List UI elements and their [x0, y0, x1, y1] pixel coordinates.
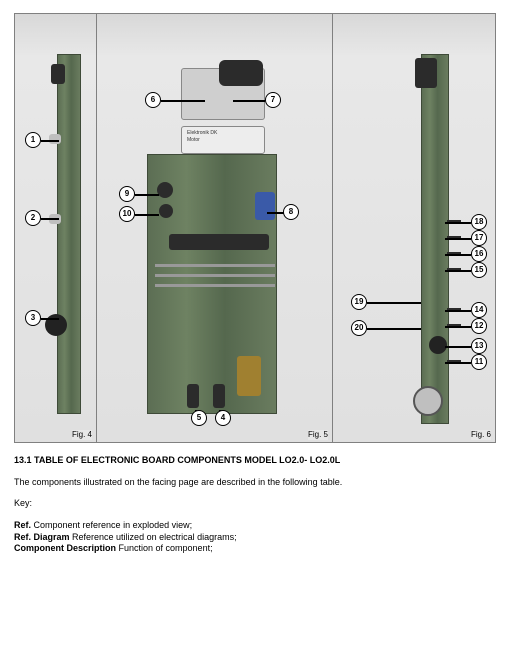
callout-bubble: 20	[351, 320, 367, 336]
def-ref-text: Component reference in exploded view;	[31, 520, 192, 530]
callout-bubble: 19	[351, 294, 367, 310]
callout-bubble: 2	[25, 210, 41, 226]
trace	[155, 264, 275, 267]
terminal	[213, 384, 225, 408]
trace	[155, 274, 275, 277]
callout-bubble: 8	[283, 204, 299, 220]
component-ring	[413, 386, 443, 416]
callout-leader	[445, 346, 471, 348]
figure-6-panel: Fig. 6 18171615 1412 1311 19 20	[333, 14, 495, 442]
callout-leader	[135, 214, 159, 216]
callout-bubble: 6	[145, 92, 161, 108]
callout-bubble: 1	[25, 132, 41, 148]
def-diagram-text: Reference utilized on electrical diagram…	[70, 532, 237, 542]
figure-row: Fig. 4 123 Elektronik DKMotor Fig. 5 679…	[14, 13, 496, 443]
callout-bubble: 18	[471, 214, 487, 230]
component-knob	[429, 336, 447, 354]
figure-5-panel: Elektronik DKMotor Fig. 5 6 7 9 10 8 54	[97, 14, 333, 442]
transformer	[237, 356, 261, 396]
callout-leader	[41, 140, 59, 142]
electrolytic-cap	[157, 182, 173, 198]
figure-label: Fig. 6	[471, 430, 491, 440]
callout-bubble: 15	[471, 262, 487, 278]
callout-leader	[41, 318, 59, 320]
def-diagram-label: Ref. Diagram	[14, 532, 70, 542]
pcb-side-view	[57, 54, 81, 414]
figure-label: Fig. 5	[308, 430, 328, 440]
callout-bubble: 12	[471, 318, 487, 334]
ic-chip	[169, 234, 269, 250]
def-description-text: Function of component;	[116, 543, 213, 553]
callout-leader	[445, 222, 471, 224]
callout-leader	[367, 328, 421, 330]
callout-leader	[445, 310, 471, 312]
figure-4-panel: Fig. 4 1 2 3	[15, 14, 97, 442]
callout-leader	[135, 194, 159, 196]
callout-bubble: 13	[471, 338, 487, 354]
def-ref-label: Ref.	[14, 520, 31, 530]
section-heading: 13.1 TABLE OF ELECTRONIC BOARD COMPONENT…	[14, 455, 496, 467]
callout-leader	[445, 254, 471, 256]
callout-bubble: 4	[215, 410, 231, 426]
relay	[255, 192, 275, 220]
callout-bubble: 5	[191, 410, 207, 426]
component	[415, 58, 437, 88]
electrolytic-cap	[159, 204, 173, 218]
definitions: Ref. Component reference in exploded vie…	[14, 520, 496, 555]
component	[51, 64, 65, 84]
callout-leader	[445, 362, 471, 364]
callout-leader	[445, 270, 471, 272]
callout-bubble: 3	[25, 310, 41, 326]
trace	[155, 284, 275, 287]
callout-leader	[41, 218, 59, 220]
callout-leader	[233, 100, 265, 102]
callout-leader	[367, 302, 421, 304]
component	[49, 134, 61, 144]
callout-bubble: 10	[119, 206, 135, 222]
key-label: Key:	[14, 498, 496, 510]
def-description-label: Component Description	[14, 543, 116, 553]
callout-bubble: 11	[471, 354, 487, 370]
callout-bubble: 9	[119, 186, 135, 202]
callout-bubble: 16	[471, 246, 487, 262]
terminal	[187, 384, 199, 408]
intro-text: The components illustrated on the facing…	[14, 477, 496, 489]
microswitch	[219, 60, 263, 86]
pcb-label-text: Elektronik DKMotor	[187, 130, 217, 143]
callout-leader	[161, 100, 205, 102]
callout-bubble: 17	[471, 230, 487, 246]
callout-bubble: 14	[471, 302, 487, 318]
callout-leader	[445, 238, 471, 240]
callout-bubble: 7	[265, 92, 281, 108]
figure-label: Fig. 4	[72, 430, 92, 440]
callout-leader	[445, 326, 471, 328]
